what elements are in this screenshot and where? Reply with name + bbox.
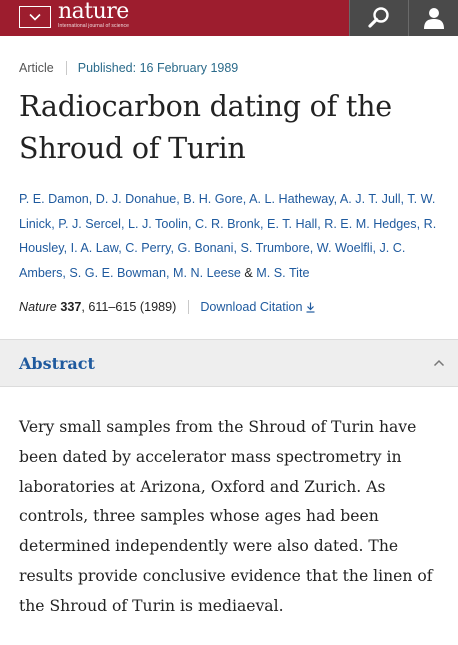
author-link[interactable]: R. Housley [19,216,437,256]
article-type: Article [19,61,54,75]
article-title: Radiocarbon dating of the Shroud of Turi… [19,90,392,165]
search-icon [368,7,389,28]
brand-name: nature [58,0,129,24]
abstract-text: Very small samples from the Shroud of Tu… [19,418,433,615]
pages-year: , 611–615 (1989) [81,300,177,315]
published-date: Published: 16 February 1989 [77,61,239,75]
search-button[interactable] [349,0,408,36]
author-link[interactable]: G. Bonani [177,241,234,256]
account-button[interactable] [408,0,458,36]
author-link[interactable]: S. Trumbore [240,241,310,256]
site-header: nature International journal of science [0,0,458,36]
header-actions [349,0,458,36]
nature-logo[interactable]: nature International journal of science [58,1,129,37]
author-link[interactable]: E. T. Hall [267,216,318,231]
user-icon [423,8,444,29]
author-link[interactable]: W. Woelfli [316,241,373,256]
abstract-heading: Abstract [19,353,95,373]
chevron-up-icon [433,360,445,367]
author-link[interactable]: L. J. Toolin [127,216,188,231]
author-list: P. E. Damon, D. J. Donahue, B. H. Gore, … [19,192,437,280]
author-link[interactable]: A. L. Hatheway [249,192,334,206]
menu-toggle-button[interactable] [19,6,51,28]
article-meta: Article Published: 16 February 1989 [0,36,458,76]
author-link[interactable]: R. E. M. Hedges [324,216,417,231]
author-link[interactable]: D. J. Donahue [95,192,177,206]
author-link[interactable]: M. N. Leese [172,265,241,280]
meta-divider [65,61,67,75]
author-link[interactable]: B. H. Gore [183,192,243,206]
author-ampersand: & [244,265,253,280]
author-link[interactable]: A. J. T. Jull [339,192,401,206]
journal-volume: 337 [60,300,82,315]
citation-line: Nature 337, 611–615 (1989) Download Cita… [19,299,439,315]
download-icon [306,302,315,313]
author-link[interactable]: P. E. Damon [19,192,89,206]
chevron-down-icon [29,13,41,21]
author-link[interactable]: M. S. Tite [256,265,310,280]
author-link[interactable]: C. Perry [125,241,171,256]
abstract-section-toggle[interactable]: Abstract [0,339,458,388]
journal-name: Nature [19,300,57,315]
author-link[interactable]: J. C. Ambers [19,241,406,280]
author-link[interactable]: S. G. E. Bowman [69,265,166,280]
author-link[interactable]: T. W. Linick [19,192,436,231]
citation-divider [188,300,190,315]
download-citation-label: Download Citation [200,300,303,315]
author-link[interactable]: I. A. Law [70,241,119,256]
download-citation-link[interactable]: Download Citation [200,299,315,315]
author-link[interactable]: C. R. Bronk [194,216,261,231]
author-link[interactable]: P. J. Sercel [58,216,121,231]
brand-tagline: International journal of science [58,23,130,29]
